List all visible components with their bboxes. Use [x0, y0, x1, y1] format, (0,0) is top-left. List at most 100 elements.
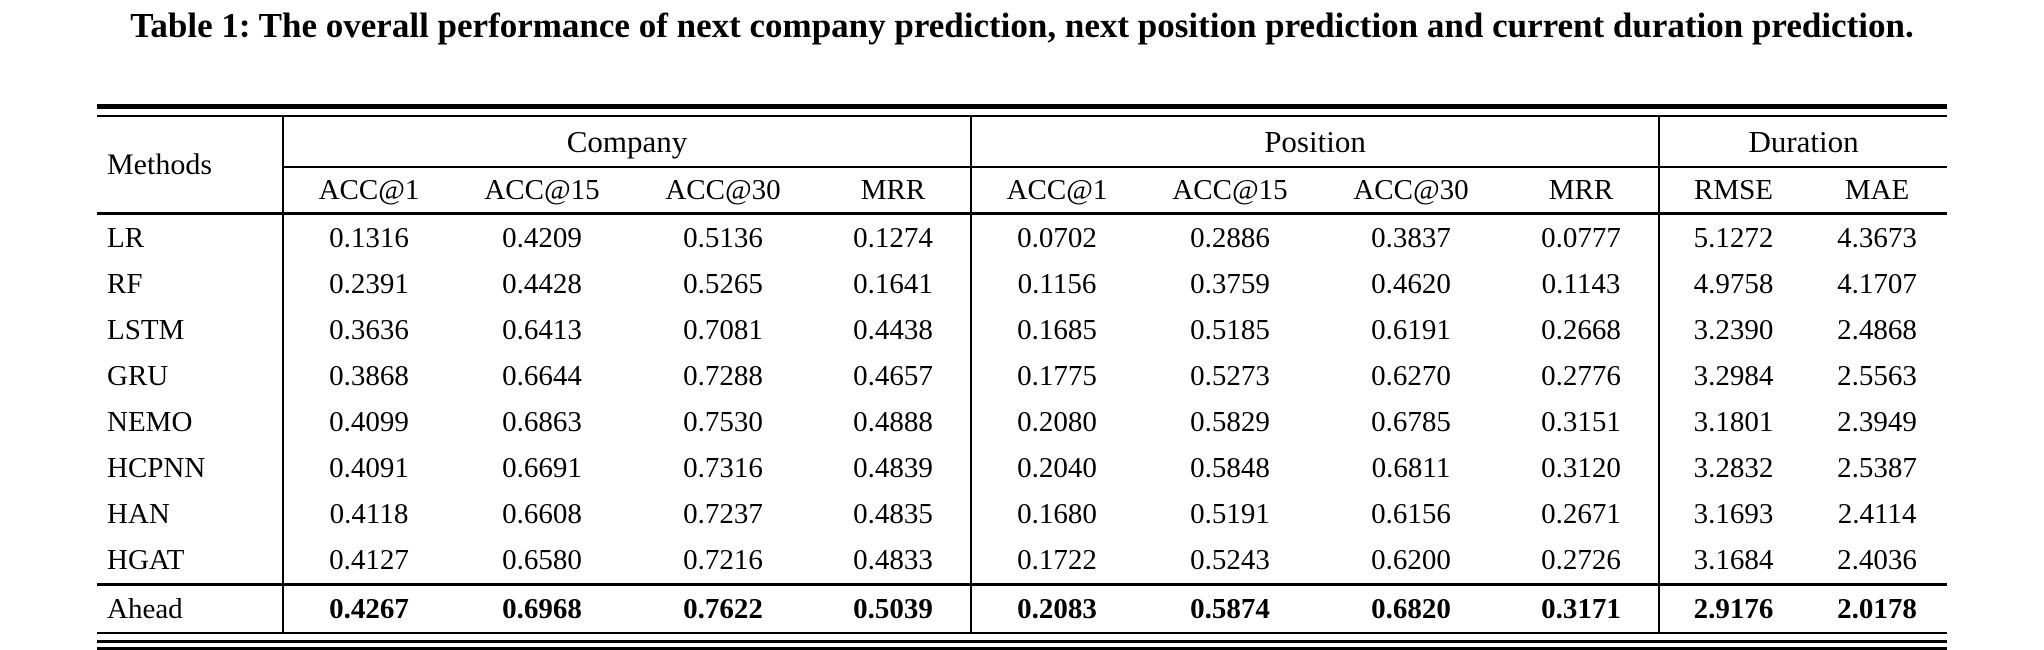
- value-cell: 0.6785: [1371, 405, 1451, 438]
- value-cell: 0.1316: [282, 213, 454, 261]
- results-table: Methods Company Position Duration ACC@1 ACC@1…: [97, 117, 1948, 634]
- value-cell: 0.6191: [1371, 313, 1451, 346]
- table-row-gru: GRU 0.3868 0.6644 0.7288 0.4657 0.1775 0.5273 0…: [97, 353, 1947, 399]
- value-cell: 0.1775: [970, 353, 1142, 399]
- value-cell: 0.7216: [683, 543, 763, 576]
- table-row-lr: LR 0.1316 0.4209 0.5136 0.1274 0.0702 0.2886 0.…: [97, 213, 1947, 261]
- method-cell: NEMO: [107, 405, 193, 438]
- value-cell: 0.6968: [454, 583, 630, 634]
- value-cell: 0.1274: [853, 221, 933, 254]
- table-header: Methods Company Position Duration ACC@1 ACC@1…: [97, 117, 1948, 215]
- value-cell: 0.6863: [502, 405, 582, 438]
- value-cell: 0.4428: [502, 267, 582, 300]
- value-cell: 0.3837: [1371, 221, 1451, 254]
- value-cell: 0.6811: [1371, 451, 1451, 484]
- value-cell: 0.7622: [630, 583, 816, 634]
- value-cell: 0.7237: [683, 497, 763, 530]
- metric-header-company-acc30: ACC@30: [630, 167, 816, 215]
- method-cell: Ahead: [97, 583, 283, 634]
- value-cell: 2.0178: [1807, 583, 1948, 634]
- value-cell: 3.1693: [1658, 491, 1808, 537]
- value-cell: 4.3673: [1837, 221, 1917, 254]
- metric-header-position-acc30: ACC@30: [1318, 167, 1504, 215]
- value-cell: 3.1801: [1658, 399, 1808, 445]
- header-group-row: Methods Company Position Duration: [97, 117, 1948, 215]
- value-cell: 0.4099: [282, 399, 454, 445]
- value-cell: 0.4833: [853, 543, 933, 576]
- top-rule-thick: [97, 104, 1947, 109]
- value-cell: 3.2832: [1658, 445, 1808, 491]
- value-cell: 0.2391: [282, 261, 454, 307]
- value-cell: 0.6691: [502, 451, 582, 484]
- value-cell: 3.1684: [1658, 537, 1808, 585]
- metric-header-company-mrr: MRR: [816, 167, 971, 215]
- value-cell: 0.5848: [1190, 451, 1270, 484]
- value-cell: 0.2080: [970, 399, 1142, 445]
- value-cell: 0.4127: [282, 537, 454, 585]
- value-cell: 0.2671: [1541, 497, 1621, 530]
- value-cell: 0.7316: [683, 451, 763, 484]
- value-cell: 0.4888: [853, 405, 933, 438]
- table-row-hcpnn: HCPNN 0.4091 0.6691 0.7316 0.4839 0.2040 0.584…: [97, 445, 1947, 491]
- bottom-rule-thick: [97, 640, 1947, 643]
- value-cell: 2.4114: [1837, 497, 1917, 530]
- group-header-duration: Duration: [1658, 117, 1948, 168]
- value-cell: 0.4835: [853, 497, 933, 530]
- value-cell: 0.3759: [1190, 267, 1270, 300]
- value-cell: 0.3120: [1541, 451, 1621, 484]
- value-cell: 0.6200: [1371, 543, 1451, 576]
- value-cell: 4.9758: [1658, 261, 1808, 307]
- top-rule-thin: [97, 115, 1947, 117]
- method-cell: LSTM: [107, 313, 185, 346]
- table-row-lstm: LSTM 0.3636 0.6413 0.7081 0.4438 0.1685 0.5185…: [97, 307, 1947, 353]
- value-cell: 0.3171: [1504, 583, 1660, 634]
- value-cell: 0.5191: [1190, 497, 1270, 530]
- value-cell: 3.2984: [1658, 353, 1808, 399]
- value-cell: 0.2668: [1541, 313, 1621, 346]
- results-table-wrap: Methods Company Position Duration ACC@1 ACC@1…: [97, 104, 1948, 650]
- method-cell: HCPNN: [107, 451, 206, 484]
- value-cell: 0.1143: [1541, 267, 1621, 300]
- value-cell: 0.3868: [282, 353, 454, 399]
- value-cell: 0.4118: [282, 491, 454, 537]
- value-cell: 3.2390: [1658, 307, 1808, 353]
- table-body: LR 0.1316 0.4209 0.5136 0.1274 0.0702 0.2886 0.…: [97, 213, 1948, 634]
- value-cell: 0.4657: [853, 359, 933, 392]
- method-cell: GRU: [107, 359, 169, 392]
- value-cell: 0.5185: [1190, 313, 1270, 346]
- method-cell: HGAT: [107, 543, 185, 576]
- method-cell: RF: [107, 267, 143, 300]
- value-cell: 0.4438: [853, 313, 933, 346]
- value-cell: 0.7530: [683, 405, 763, 438]
- table-row-nemo: NEMO 0.4099 0.6863 0.7530 0.4888 0.2080 0.5829…: [97, 399, 1947, 445]
- metric-header-company-acc1: ACC@1: [282, 167, 454, 215]
- value-cell: 0.7288: [683, 359, 763, 392]
- method-cell: HAN: [107, 497, 170, 530]
- value-cell: 0.1156: [970, 261, 1142, 307]
- value-cell: 0.0777: [1541, 221, 1621, 254]
- value-cell: 0.4209: [502, 221, 582, 254]
- metric-header-position-mrr: MRR: [1504, 167, 1660, 215]
- metric-header-duration-rmse: RMSE: [1658, 167, 1808, 215]
- value-cell: 2.5563: [1837, 359, 1917, 392]
- table-row-rf: RF 0.2391 0.4428 0.5265 0.1641 0.1156 0.3759 0.…: [97, 261, 1947, 307]
- value-cell: 2.3949: [1837, 405, 1917, 438]
- value-cell: 5.1272: [1658, 213, 1808, 261]
- method-cell: LR: [107, 221, 145, 254]
- group-header-position: Position: [969, 117, 1660, 168]
- value-cell: 0.5039: [816, 583, 971, 634]
- value-cell: 0.6608: [502, 497, 582, 530]
- header-metric-row: ACC@1 ACC@15 ACC@30 MRR ACC@1 ACC@15 ACC@30 MRR…: [97, 167, 1948, 215]
- value-cell: 0.1722: [970, 537, 1142, 585]
- value-cell: 0.4620: [1371, 267, 1451, 300]
- value-cell: 0.6820: [1318, 583, 1504, 634]
- value-cell: 0.3151: [1541, 405, 1621, 438]
- value-cell: 0.5874: [1142, 583, 1318, 634]
- value-cell: 2.9176: [1658, 583, 1808, 634]
- value-cell: 0.1641: [853, 267, 933, 300]
- metric-header-company-acc15: ACC@15: [454, 167, 630, 215]
- value-cell: 0.5136: [683, 221, 763, 254]
- value-cell: 4.1707: [1837, 267, 1917, 300]
- value-cell: 0.2776: [1541, 359, 1621, 392]
- value-cell: 2.4036: [1837, 543, 1917, 576]
